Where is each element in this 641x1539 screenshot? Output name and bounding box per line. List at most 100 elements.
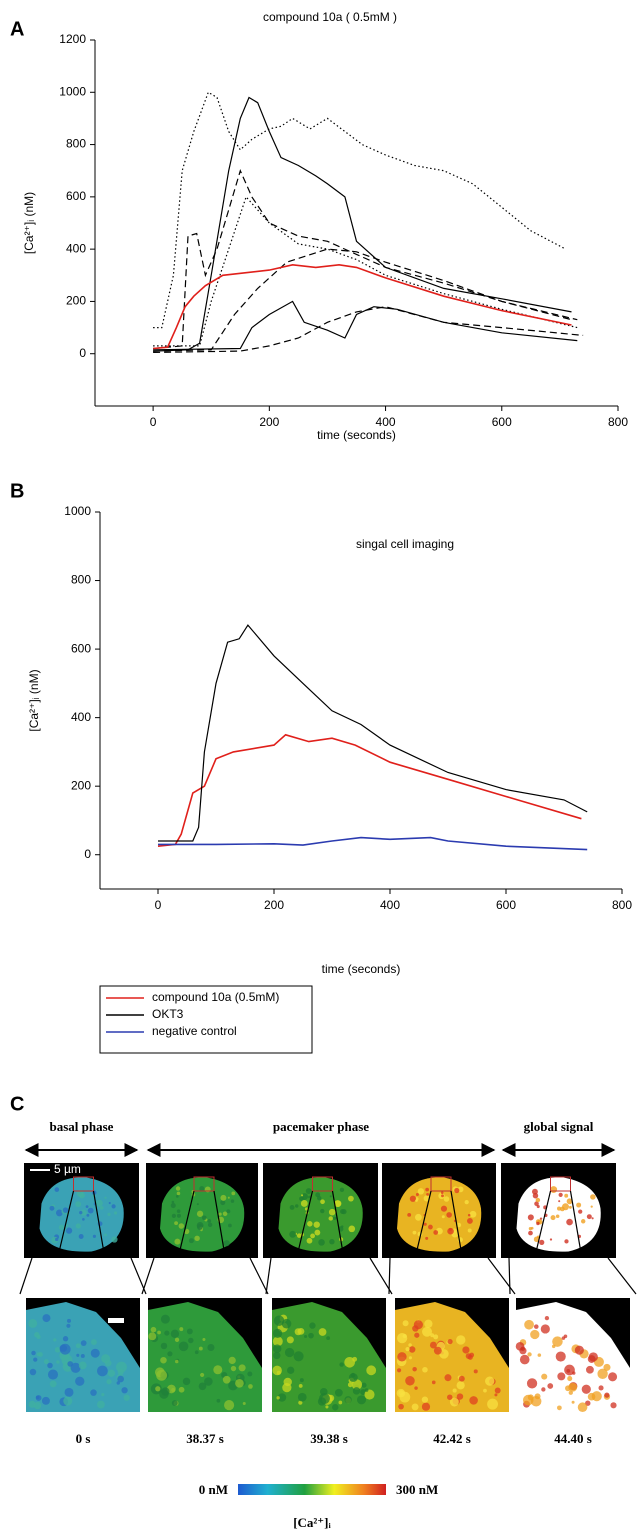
cell-texture (443, 1196, 450, 1202)
cell-texture (428, 1224, 433, 1230)
cell-texture (92, 1234, 96, 1238)
y-tick-label: 0 (84, 847, 91, 861)
zoom-texture (526, 1378, 538, 1389)
zoom-texture (235, 1378, 244, 1388)
zoom-texture (75, 1343, 81, 1349)
cell-texture (82, 1218, 85, 1221)
roi-line (179, 1190, 195, 1251)
zoom-texture (148, 1332, 157, 1341)
zoom-texture (565, 1385, 571, 1392)
zoom-texture (188, 1337, 194, 1344)
cell-texture (454, 1187, 460, 1194)
zoom-texture (603, 1363, 611, 1371)
cell-texture (176, 1191, 181, 1196)
zoom-texture (284, 1347, 295, 1358)
y-tick-label: 800 (66, 137, 86, 151)
zoom-line (19, 1257, 33, 1295)
cell-texture (528, 1226, 533, 1231)
zoom-texture (80, 1353, 85, 1358)
cell-texture (467, 1213, 471, 1217)
cell-texture (307, 1221, 313, 1227)
zoom-texture (412, 1325, 419, 1332)
zoom-texture (452, 1388, 457, 1393)
zoom-texture (207, 1343, 215, 1352)
zoom-texture (90, 1339, 97, 1346)
cell-texture (104, 1233, 107, 1237)
zoom-texture (161, 1387, 170, 1396)
zoom-texture (402, 1320, 409, 1327)
zoom-texture (49, 1380, 57, 1388)
roi-box (550, 1176, 571, 1192)
zoom-texture (33, 1357, 38, 1362)
zoom-texture (282, 1382, 292, 1393)
zoom-texture (547, 1383, 554, 1389)
cell-texture (590, 1194, 596, 1200)
cell-texture (308, 1195, 311, 1199)
cell-texture (174, 1221, 179, 1226)
zoom-texture (408, 1356, 412, 1360)
zoom-texture (447, 1338, 453, 1345)
x-tick-label: 400 (380, 898, 400, 912)
zoom-texture (171, 1387, 176, 1393)
zoom-texture (238, 1364, 246, 1372)
zoom-line (369, 1257, 393, 1295)
zoom-texture (524, 1319, 534, 1330)
cell-texture (171, 1213, 176, 1218)
x-tick-label: 0 (150, 415, 157, 429)
zoom-texture (272, 1336, 283, 1347)
zoom-texture (286, 1336, 294, 1344)
cell-texture (289, 1204, 295, 1210)
cell-texture (108, 1201, 111, 1205)
zoom-texture (178, 1341, 189, 1352)
zoom-texture (537, 1353, 542, 1357)
cell-texture (79, 1211, 83, 1215)
zoom-texture (433, 1346, 442, 1355)
zoom-texture (456, 1335, 466, 1345)
cell-texture (576, 1202, 582, 1208)
zoom-texture (356, 1395, 367, 1405)
cell-texture (534, 1201, 539, 1207)
zoom-texture (458, 1375, 465, 1382)
cell-texture (328, 1216, 333, 1221)
zoom-texture (204, 1377, 213, 1386)
cell-texture (113, 1211, 118, 1215)
zoom-texture (574, 1345, 584, 1355)
cell-texture (196, 1224, 203, 1230)
phase-label: basal phase (50, 1119, 114, 1134)
cell-texture (527, 1214, 534, 1221)
cell-texture (314, 1229, 321, 1236)
cell-texture (58, 1224, 65, 1231)
zoom-texture (431, 1380, 436, 1385)
cell-texture (107, 1212, 111, 1216)
zoom-texture (104, 1359, 112, 1367)
cell-texture (329, 1239, 335, 1245)
zoom-texture (309, 1322, 316, 1329)
colorbar-label: [Ca²⁺]ᵢ (293, 1515, 331, 1530)
cell-texture (55, 1237, 59, 1242)
zoom-texture (344, 1396, 352, 1404)
cell-texture (304, 1207, 309, 1211)
zoom-texture (577, 1402, 588, 1413)
cell-texture (536, 1221, 540, 1226)
cell-texture (226, 1209, 231, 1214)
zoom-texture (515, 1342, 525, 1351)
cell-texture (409, 1195, 417, 1202)
cell-texture (423, 1222, 427, 1226)
zoom-texture (281, 1318, 292, 1329)
zoom-texture (157, 1330, 161, 1335)
cell-texture (174, 1238, 181, 1245)
cell-texture (456, 1222, 462, 1228)
zoom-texture (411, 1403, 419, 1411)
zoom-texture (527, 1352, 532, 1357)
zoom-texture (42, 1314, 51, 1323)
cell-texture (578, 1209, 583, 1214)
cell-texture (295, 1204, 299, 1208)
zoom-texture (422, 1366, 428, 1373)
zoom-line (508, 1257, 511, 1295)
zoom-texture (572, 1371, 576, 1375)
zoom-texture (483, 1388, 487, 1393)
zoom-texture (429, 1341, 437, 1349)
zoom-texture (412, 1366, 417, 1372)
zoom-texture (566, 1369, 571, 1373)
chart-title: compound 10a ( 0.5mM ) (263, 10, 397, 24)
